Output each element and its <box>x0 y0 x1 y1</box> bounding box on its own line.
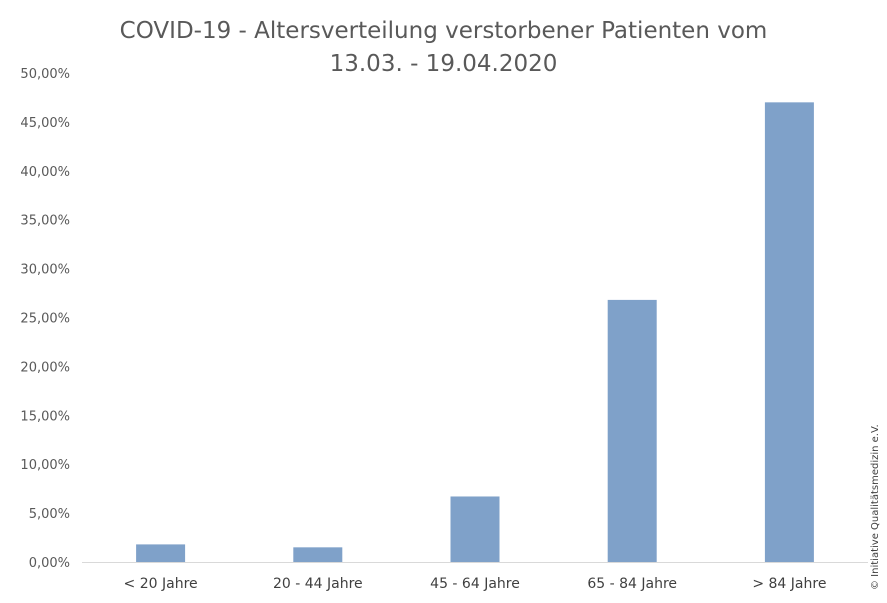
y-tick-label: 25,00% <box>20 312 70 327</box>
x-tick-label: 20 - 44 Jahre <box>273 576 363 592</box>
y-tick-label: 10,00% <box>20 458 70 473</box>
y-tick-label: 20,00% <box>20 360 70 375</box>
y-tick-label: 30,00% <box>20 263 70 278</box>
x-tick-label: < 20 Jahre <box>124 576 198 592</box>
y-tick-label: 40,00% <box>20 165 70 180</box>
bar-1 <box>293 547 343 562</box>
x-tick-label: 65 - 84 Jahre <box>587 576 677 592</box>
y-tick-label: 5,00% <box>29 507 70 522</box>
chart-title-line-2: 13.03. - 19.04.2020 <box>329 51 558 77</box>
bar-4 <box>764 102 814 562</box>
y-tick-label: 15,00% <box>20 409 70 424</box>
bar-0 <box>136 544 186 562</box>
x-tick-label: > 84 Jahre <box>752 576 826 592</box>
y-axis-ticks: 0,00% 5,00% 10,00% 15,00% 20,00% 25,00% 30,00%… <box>20 67 70 571</box>
y-tick-label: 35,00% <box>20 214 70 229</box>
bar-2 <box>450 496 500 562</box>
y-tick-label: 0,00% <box>29 556 70 571</box>
copyright-text: © Initiative Qualitätsmedizin e.V. <box>870 424 881 590</box>
bar-3 <box>607 299 657 562</box>
y-tick-label: 50,00% <box>20 67 70 82</box>
x-axis-ticks: < 20 Jahre 20 - 44 Jahre 45 - 64 Jahre 65 -… <box>124 576 827 592</box>
bars-group <box>136 102 814 562</box>
chart-title-line-1: COVID-19 - Altersverteilung verstorbener… <box>119 18 768 44</box>
x-tick-label: 45 - 64 Jahre <box>430 576 520 592</box>
y-tick-label: 45,00% <box>20 116 70 131</box>
